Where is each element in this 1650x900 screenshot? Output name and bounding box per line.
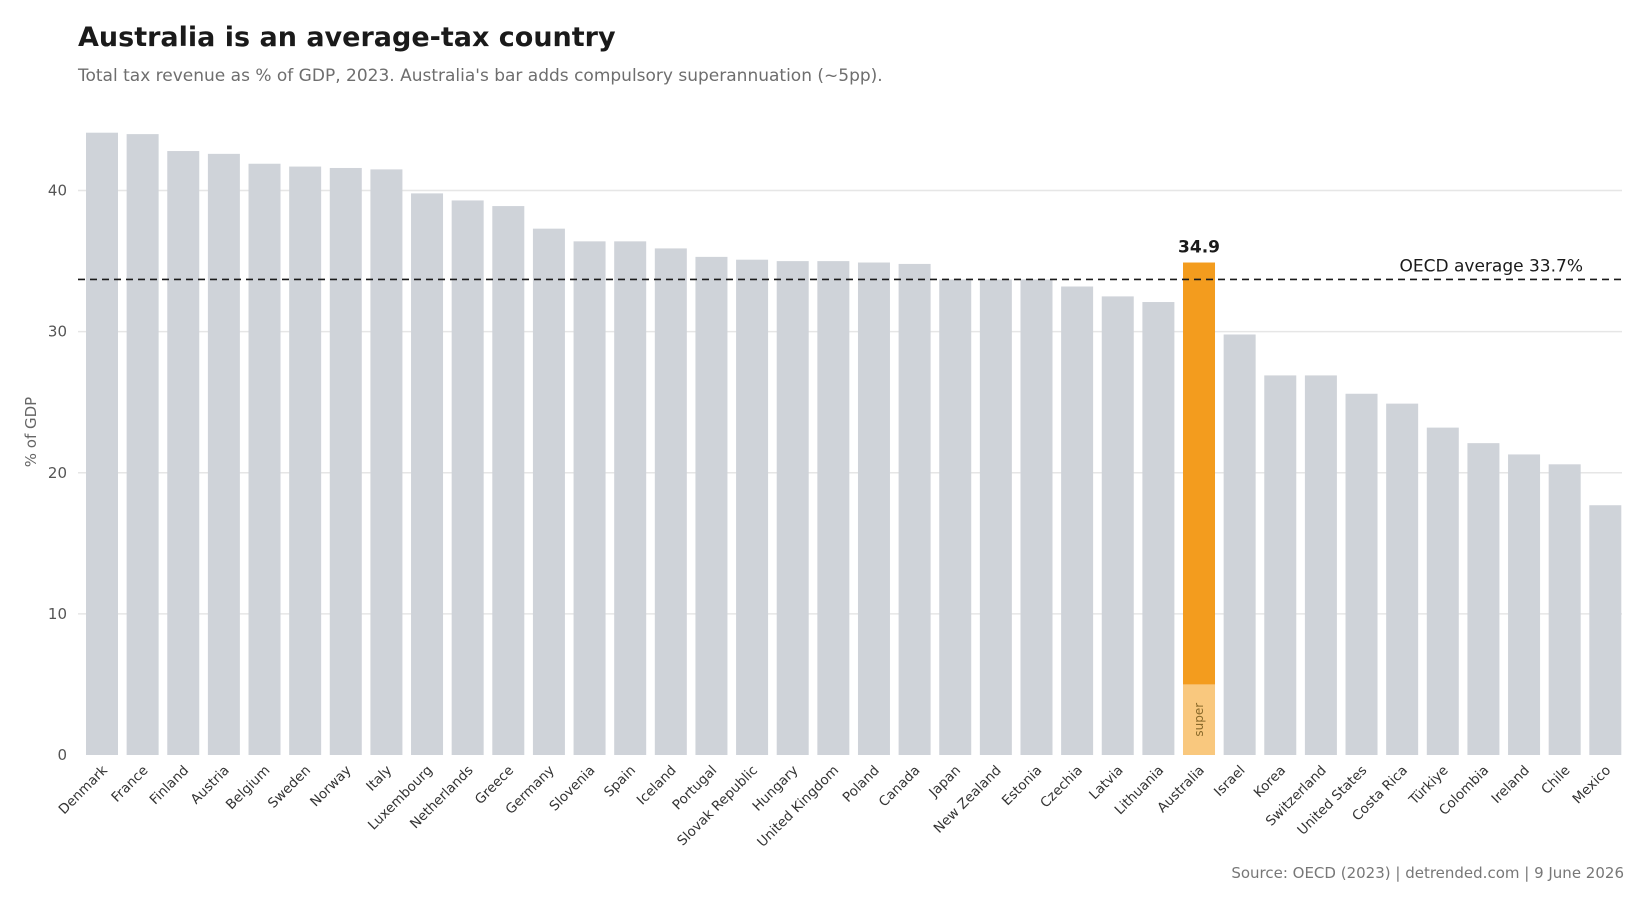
- bar-ireland: [1508, 454, 1541, 755]
- bar-denmark: [86, 132, 118, 755]
- bar-chile: [1548, 464, 1581, 755]
- x-tick-label: Israel: [1211, 763, 1248, 800]
- bar-australia-super: [1183, 684, 1216, 755]
- bar-united-kingdom: [817, 261, 850, 755]
- x-axis-labels: DenmarkFranceFinlandAustriaBelgiumSweden…: [56, 762, 1615, 850]
- x-tick-label: Canada: [876, 763, 924, 811]
- x-tick-label: Denmark: [56, 762, 111, 817]
- bar-iceland: [654, 248, 687, 755]
- x-tick-label: Sweden: [265, 763, 314, 812]
- bar-portugal: [695, 256, 728, 755]
- y-tick-label: 40: [48, 182, 67, 200]
- bar-norway: [329, 167, 362, 755]
- x-tick-label: Mexico: [1569, 763, 1614, 808]
- bar-slovak-republic: [736, 259, 769, 755]
- bar-japan: [939, 279, 972, 755]
- x-tick-label: Finland: [147, 763, 192, 808]
- bar-türkiye: [1426, 427, 1459, 755]
- bar-italy: [370, 169, 403, 755]
- x-tick-label: Korea: [1251, 763, 1289, 801]
- bar-sweden: [289, 166, 322, 756]
- bar-israel: [1223, 334, 1256, 755]
- bars: [86, 132, 1622, 756]
- bar-finland: [167, 151, 200, 756]
- bar-germany: [532, 228, 565, 756]
- x-tick-label: Spain: [601, 763, 639, 801]
- chart-subtitle: Total tax revenue as % of GDP, 2023. Aus…: [78, 66, 883, 86]
- bar-latvia: [1101, 296, 1134, 755]
- bar-czechia: [1061, 286, 1094, 755]
- x-tick-label: Czechia: [1037, 763, 1086, 812]
- bar-united-states: [1345, 393, 1378, 755]
- x-tick-label: Japan: [925, 763, 964, 802]
- bar-netherlands: [451, 200, 484, 755]
- y-axis-ticks: 0 10 20 30 40: [48, 182, 67, 764]
- y-tick-label: 10: [48, 605, 67, 623]
- x-tick-label: Norway: [307, 763, 355, 811]
- y-tick-label: 0: [57, 746, 67, 764]
- bar-colombia: [1467, 443, 1500, 755]
- x-tick-label: Italy: [363, 763, 395, 795]
- bar-lithuania: [1142, 302, 1175, 755]
- bar-australia: [1183, 262, 1216, 685]
- chart-title: Australia is an average-tax country: [78, 22, 616, 53]
- bar-austria: [207, 153, 240, 755]
- bar-poland: [857, 262, 890, 755]
- bar-new-zealand: [979, 279, 1012, 755]
- oecd-average-label: OECD average 33.7%: [1400, 256, 1584, 276]
- bar-korea: [1264, 375, 1297, 755]
- bar-mexico: [1589, 505, 1622, 755]
- source-note: Source: OECD (2023) | detrended.com | 9 …: [1231, 864, 1624, 882]
- bar-slovenia: [573, 241, 606, 755]
- y-tick-label: 30: [48, 323, 67, 341]
- bar-greece: [492, 206, 525, 756]
- bar-costa-rica: [1386, 403, 1419, 755]
- bar-spain: [614, 241, 647, 755]
- x-tick-label: Chile: [1538, 763, 1573, 798]
- bar-belgium: [248, 163, 281, 755]
- x-tick-label: Ireland: [1489, 763, 1533, 807]
- bar-canada: [898, 263, 931, 755]
- bar-luxembourg: [411, 193, 444, 755]
- bar-france: [126, 134, 159, 756]
- bar-estonia: [1020, 279, 1053, 755]
- y-tick-label: 20: [48, 464, 67, 482]
- y-axis-title: % of GDP: [22, 397, 40, 467]
- australia-value-label: 34.9: [1178, 238, 1220, 258]
- bar-switzerland: [1304, 375, 1337, 755]
- x-tick-label: Belgium: [223, 763, 273, 813]
- x-tick-label: France: [108, 763, 151, 806]
- bar-hungary: [776, 261, 809, 755]
- super-segment-label: super: [1192, 703, 1206, 737]
